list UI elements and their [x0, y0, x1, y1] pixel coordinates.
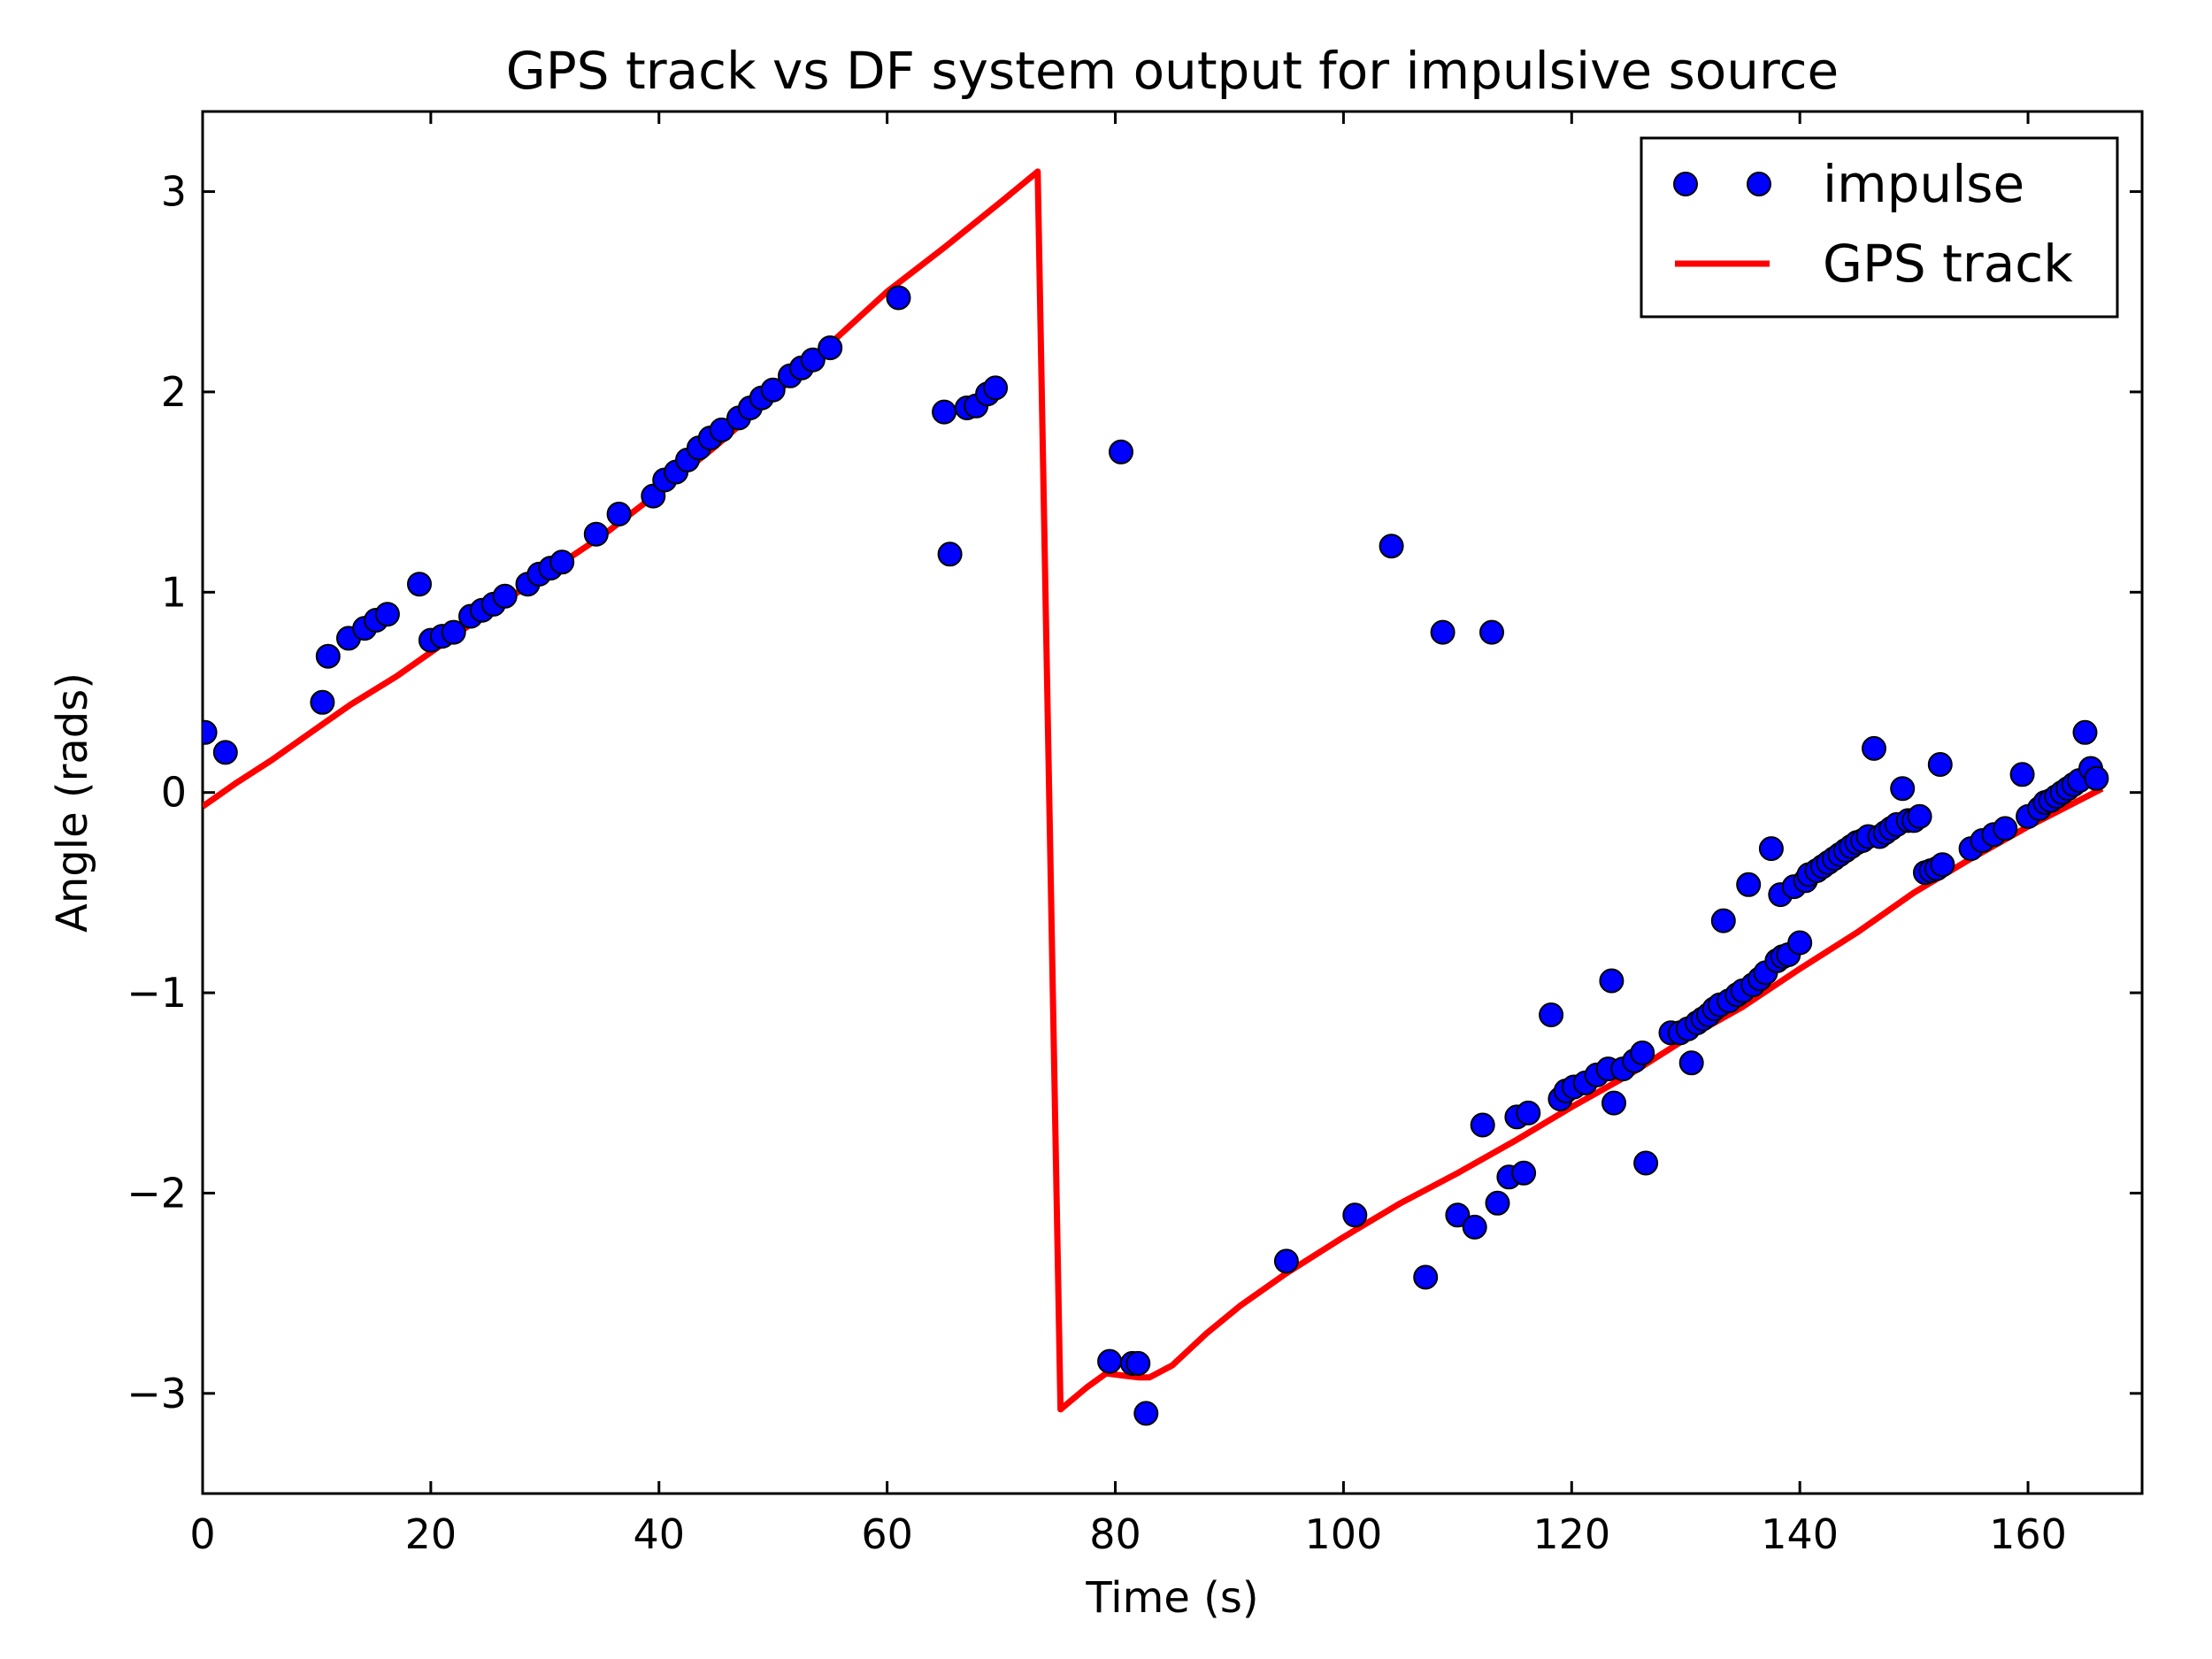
data-point-impulse: [407, 572, 432, 597]
data-point-impulse: [800, 347, 826, 373]
x-tick-label: 60: [861, 1510, 913, 1558]
data-point-impulse: [983, 375, 1009, 401]
data-point-impulse: [1927, 752, 1953, 777]
data-point-impulse: [1930, 852, 1955, 878]
y-tick-label: 2: [161, 368, 187, 416]
x-tick-label: 80: [1089, 1510, 1141, 1558]
data-point-impulse: [1125, 1350, 1151, 1376]
x-tick-label: 160: [1989, 1510, 2067, 1558]
x-tick-label: 20: [405, 1510, 457, 1558]
data-point-impulse: [1097, 1348, 1123, 1374]
data-point-impulse: [932, 399, 957, 425]
data-point-impulse: [1379, 534, 1404, 559]
y-tick-label: 3: [161, 168, 187, 216]
chart-marks: [203, 168, 2109, 1426]
data-point-impulse: [1445, 1202, 1471, 1228]
x-tick-label: 0: [189, 1510, 215, 1558]
data-point-impulse: [1516, 1100, 1541, 1125]
data-point-impulse: [441, 619, 466, 645]
data-point-impulse: [1601, 1090, 1626, 1116]
data-point-impulse: [1630, 1041, 1655, 1065]
y-tick-label: 1: [161, 568, 187, 616]
legend-frame: [1640, 136, 2119, 319]
data-point-impulse: [374, 602, 400, 627]
y-axis: −3 −2 −1 0 1 2 3: [127, 168, 2142, 1417]
data-point-impulse: [1470, 1112, 1495, 1138]
data-point-impulse: [203, 719, 218, 745]
data-point-impulse: [1430, 619, 1455, 645]
data-point-impulse: [1511, 1160, 1537, 1186]
legend-impulse-marker-left: [1673, 172, 1698, 196]
data-point-impulse: [2084, 765, 2109, 791]
data-point-impulse: [1678, 1050, 1704, 1076]
x-tick-label: 120: [1532, 1510, 1610, 1558]
data-point-impulse: [1862, 735, 1886, 761]
y-tick-label: −1: [127, 969, 187, 1017]
data-point-impulse: [886, 285, 911, 311]
data-point-impulse: [1907, 803, 1932, 829]
data-point-impulse: [1273, 1248, 1299, 1274]
data-point-impulse: [1342, 1202, 1368, 1228]
data-point-impulse: [1993, 816, 2018, 841]
y-tick-label: 0: [161, 769, 187, 817]
chart-title: GPS track vs DF system output for impuls…: [506, 41, 1839, 101]
data-point-impulse: [1736, 872, 1762, 897]
data-point-impulse: [1758, 836, 1784, 862]
legend: impulse GPS track: [1640, 136, 2119, 319]
data-point-impulse: [1599, 968, 1624, 994]
data-point-impulse: [212, 740, 238, 765]
data-point-impulse: [583, 521, 609, 547]
data-point-impulse: [1787, 930, 1813, 956]
data-point-impulse: [709, 417, 734, 442]
data-point-impulse: [2009, 762, 2035, 787]
plot-frame: [201, 110, 2144, 1495]
legend-label-impulse: impulse: [1823, 154, 2024, 214]
data-point-impulse: [1479, 619, 1504, 645]
data-point-impulse: [315, 643, 341, 669]
data-point-impulse: [1633, 1150, 1659, 1176]
data-point-impulse: [818, 335, 843, 361]
y-axis-title: Angle (rads): [48, 672, 97, 933]
data-point-impulse: [606, 502, 632, 526]
x-tick-label: 140: [1761, 1510, 1839, 1558]
data-point-impulse: [760, 377, 786, 403]
data-point-impulse: [937, 541, 963, 567]
y-tick-label: −2: [127, 1169, 187, 1217]
data-point-impulse: [1109, 439, 1133, 465]
data-point-impulse: [549, 549, 575, 575]
y-tick-label: −3: [127, 1370, 187, 1417]
x-axis: 0 20 40 60 80 100 120 140 160: [189, 111, 2067, 1558]
data-point-impulse: [1462, 1214, 1487, 1240]
data-point-impulse: [310, 689, 335, 715]
data-point-impulse: [492, 583, 518, 609]
data-point-impulse: [1485, 1190, 1510, 1216]
x-axis-title: Time (s): [1085, 1573, 1258, 1623]
data-point-impulse: [1539, 1002, 1564, 1027]
plot-area: 0 20 40 60 80 100 120 140 160 −3 −2 −1 0 1 2 3: [127, 110, 2144, 1558]
legend-label-gps-track: GPS track: [1823, 234, 2073, 294]
data-point-impulse: [1133, 1401, 1159, 1426]
legend-impulse-marker-right: [1747, 172, 1771, 196]
data-point-impulse: [1413, 1264, 1439, 1290]
x-tick-label: 100: [1305, 1510, 1383, 1558]
x-tick-label: 40: [633, 1510, 685, 1558]
data-point-impulse: [2072, 719, 2098, 745]
data-point-impulse: [1890, 776, 1916, 802]
data-point-impulse: [1710, 908, 1736, 933]
